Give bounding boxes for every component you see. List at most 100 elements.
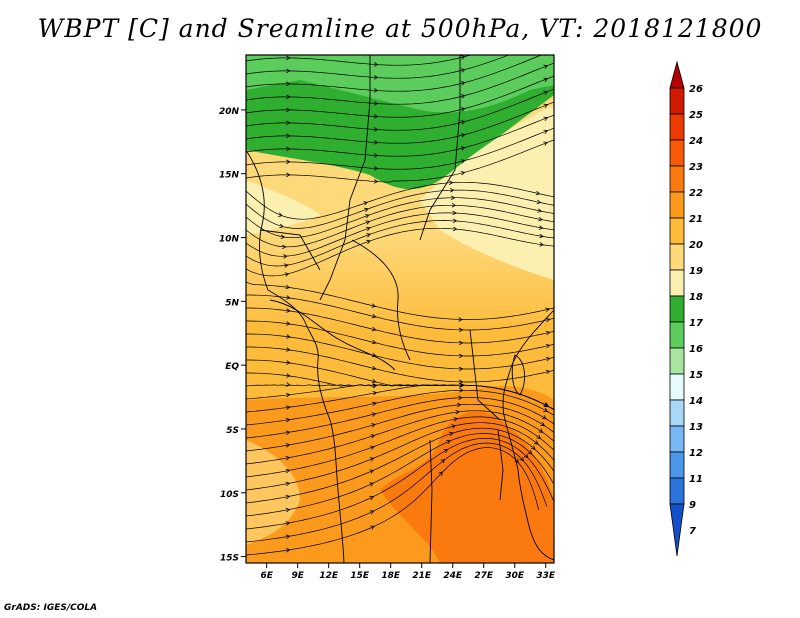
colorbar-label: 26 xyxy=(689,84,703,95)
streamline-arrow xyxy=(371,378,377,384)
streamline-arrow xyxy=(543,77,549,82)
streamline-arrow xyxy=(458,327,464,333)
streamline-arrow xyxy=(285,494,291,500)
lat-label: 5S xyxy=(226,426,239,436)
streamline-arrow xyxy=(371,412,377,417)
lat-label: 10S xyxy=(220,490,239,500)
streamline-arrow xyxy=(460,382,465,388)
streamline-arrow xyxy=(285,284,291,290)
streamline-arrow xyxy=(539,233,544,239)
colorbar-label: 12 xyxy=(689,448,703,459)
lon-label: 6E xyxy=(260,571,273,581)
streamline-arrow xyxy=(366,239,371,245)
streamline-arrow xyxy=(285,308,291,313)
streamline-arrow xyxy=(365,220,371,225)
streamline-arrow xyxy=(285,468,291,474)
lon-label: 9E xyxy=(291,571,304,581)
streamline-arrow xyxy=(446,439,452,445)
colorbar-label: 14 xyxy=(689,396,703,407)
streamline-arrow xyxy=(285,481,291,487)
streamline-arrow xyxy=(373,166,379,171)
lon-label: 33E xyxy=(536,571,556,581)
streamline-arrow xyxy=(545,317,551,323)
streamline xyxy=(246,227,554,277)
streamline xyxy=(246,75,554,118)
streamline xyxy=(246,427,554,504)
map-frame xyxy=(245,54,555,564)
streamline-arrow xyxy=(286,172,291,178)
streamline-arrow xyxy=(286,146,291,152)
streamline-arrow xyxy=(458,395,463,400)
streamline xyxy=(246,101,554,144)
streamline-arrow xyxy=(285,321,291,326)
streamline xyxy=(246,433,554,517)
streamline-arrow xyxy=(460,55,466,60)
streamline-arrow xyxy=(460,133,466,138)
streamline-arrow xyxy=(452,218,458,224)
streamline-arrow xyxy=(545,343,551,349)
streamline-arrow xyxy=(373,127,379,132)
streamline-arrow xyxy=(460,120,466,125)
streamline-arrow xyxy=(540,422,546,427)
streamline-arrow xyxy=(371,303,377,308)
streamline-arrow xyxy=(285,507,291,513)
lon-label: 24E xyxy=(443,571,463,581)
streamline-arrow xyxy=(460,146,466,151)
colorbar-label: 23 xyxy=(689,162,703,173)
streamline-arrow xyxy=(458,366,464,372)
streamline-arrow xyxy=(460,81,466,86)
streamline-arrow xyxy=(372,401,377,407)
streamline-arrow xyxy=(440,459,446,464)
colorbar-label: 17 xyxy=(689,318,703,329)
coastlines-borders xyxy=(246,55,554,563)
streamline xyxy=(246,410,554,465)
latitude-axis: 20N 15N 10N 5N EQ 5S 10S 15S xyxy=(219,107,246,564)
streamline-arrow xyxy=(538,225,544,230)
streamline xyxy=(246,189,554,229)
coastline xyxy=(502,309,554,561)
streamline-arrow xyxy=(285,430,291,436)
streamline-arrow xyxy=(285,347,291,352)
lake-outline xyxy=(511,354,526,396)
pale-patch-sw xyxy=(246,440,300,545)
streamline-arrow xyxy=(370,445,375,450)
coastline xyxy=(246,149,345,563)
coastline xyxy=(319,55,371,301)
streamline-arrow xyxy=(278,212,283,217)
colorbar-bottom-arrow xyxy=(669,503,685,557)
streamline xyxy=(246,204,554,248)
streamline-arrow xyxy=(451,202,457,208)
streamline xyxy=(246,294,554,331)
streamline-arrow xyxy=(286,55,291,61)
streamline-arrow xyxy=(371,326,377,332)
streamline-arrow xyxy=(283,254,288,259)
streamline xyxy=(246,55,472,66)
streamline-arrow xyxy=(285,334,291,339)
map-title: WBPT [C] and Sreamline at 500hPa, VT: 20… xyxy=(37,14,763,43)
streamline-arrow xyxy=(458,340,464,346)
streamline-arrow xyxy=(286,133,291,139)
colorbar-swatch xyxy=(669,113,685,141)
streamline xyxy=(246,181,554,220)
streamline xyxy=(246,55,510,79)
streamline-arrow xyxy=(283,263,289,268)
streamline-arrow xyxy=(369,469,375,474)
colorbar-swatch xyxy=(669,373,685,401)
streamline-arrow xyxy=(285,455,291,461)
streamline-arrow xyxy=(370,434,376,439)
streamline xyxy=(246,55,543,92)
colorbar-label: 15 xyxy=(689,370,703,381)
streamline xyxy=(246,212,554,257)
streamline-arrow xyxy=(285,405,291,410)
streamline-arrow xyxy=(373,75,379,80)
colorbar-label: 16 xyxy=(689,344,703,355)
streamline xyxy=(246,346,554,383)
wbpt-field xyxy=(246,55,554,563)
lat-label: 10N xyxy=(219,235,240,245)
streamline-arrow xyxy=(459,388,464,393)
streamline-arrow xyxy=(543,103,549,108)
streamline-arrow xyxy=(286,120,291,126)
lon-label: 12E xyxy=(319,571,339,581)
coastline xyxy=(351,239,411,361)
streamlines xyxy=(246,55,554,556)
